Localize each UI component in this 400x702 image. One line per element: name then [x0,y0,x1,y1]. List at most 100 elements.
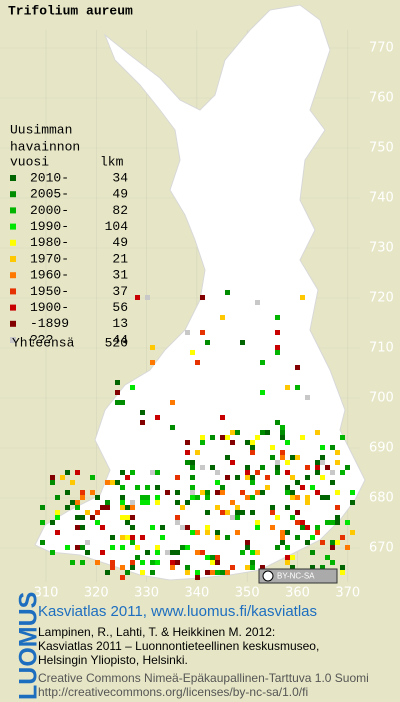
occurrence-square [305,465,310,470]
occurrence-square [215,470,220,475]
occurrence-square [195,550,200,555]
occurrence-square [245,440,250,445]
occurrence-square [80,560,85,565]
logo: LUOMUS [15,592,43,700]
legend-heading: havainnon [10,139,80,154]
occurrence-square [195,495,200,500]
occurrence-square [85,510,90,515]
occurrence-square [245,465,250,470]
occurrence-square [155,485,160,490]
occurrence-square [275,460,280,465]
occurrence-square [270,455,275,460]
occurrence-square [305,500,310,505]
occurrence-square [230,500,235,505]
occurrence-square [205,530,210,535]
occurrence-square [205,490,210,495]
occurrence-square [225,475,230,480]
occurrence-square [185,440,190,445]
occurrence-square [290,490,295,495]
legend-label: 1900- [30,300,69,315]
occurrence-square [110,480,115,485]
occurrence-square [60,475,65,480]
occurrence-square [330,560,335,565]
occurrence-square [325,495,330,500]
occurrence-square [245,495,250,500]
occurrence-square [75,470,80,475]
occurrence-square [310,485,315,490]
occurrence-square [145,495,150,500]
occurrence-square [245,540,250,545]
occurrence-square [220,570,225,575]
legend-count: 34 [112,170,128,185]
occurrence-square [130,565,135,570]
occurrence-square [290,555,295,560]
occurrence-square [305,525,310,530]
legend-label: ??? [30,332,53,347]
occurrence-square [295,495,300,500]
legend-swatch [10,239,16,246]
occurrence-square [260,430,265,435]
occurrence-square [205,555,210,560]
occurrence-square [110,545,115,550]
occurrence-square [290,515,295,520]
occurrence-square [345,545,350,550]
occurrence-square [155,470,160,475]
occurrence-square [215,570,220,575]
occurrence-square [190,350,195,355]
occurrence-square [140,560,145,565]
legend-count: 82 [112,203,128,218]
occurrence-square [65,505,70,510]
occurrence-square [255,550,260,555]
occurrence-square [210,465,215,470]
occurrence-square [295,535,300,540]
occurrence-square [100,550,105,555]
legend-year-header: vuosi [10,154,49,169]
occurrence-square [145,295,150,300]
y-label: 750 [369,141,394,156]
occurrence-square [135,555,140,560]
legend-count: 13 [112,316,128,331]
occurrence-square [250,560,255,565]
occurrence-square [220,435,225,440]
cc-icon [262,570,274,582]
occurrence-square [305,395,310,400]
occurrence-square [115,390,120,395]
occurrence-square [215,490,220,495]
occurrence-square [140,535,145,540]
occurrence-square [255,470,260,475]
occurrence-square [320,445,325,450]
occurrence-square [135,485,140,490]
occurrence-square [200,465,205,470]
occurrence-square [280,435,285,440]
occurrence-square [335,460,340,465]
occurrence-square [220,315,225,320]
legend-count: 56 [112,300,128,315]
coordinate-labels: 670 680 690 700 710 720 730 740 750 760 770 310 320 3… [34,41,394,601]
legend-label: 2000- [30,203,69,218]
occurrence-square [80,515,85,520]
occurrence-square [285,460,290,465]
occurrence-square [75,505,80,510]
occurrence-square [210,555,215,560]
occurrence-square [205,525,210,530]
occurrence-square [280,535,285,540]
occurrence-square [105,500,110,505]
total: 520 [105,335,128,350]
legend-heading: Uusimman [10,122,72,137]
occurrence-square [330,520,335,525]
occurrence-square [175,490,180,495]
occurrence-square [120,535,125,540]
occurrence-square [335,540,340,545]
occurrence-square [260,490,265,495]
legend-swatch [10,320,16,327]
legend-count: 31 [112,268,128,283]
occurrence-square [335,490,340,495]
occurrence-square [230,430,235,435]
occurrence-square [330,445,335,450]
occurrence-square [95,495,100,500]
occurrence-square [295,455,300,460]
occurrence-square [285,530,290,535]
occurrence-square [315,465,320,470]
occurrence-square [280,430,285,435]
